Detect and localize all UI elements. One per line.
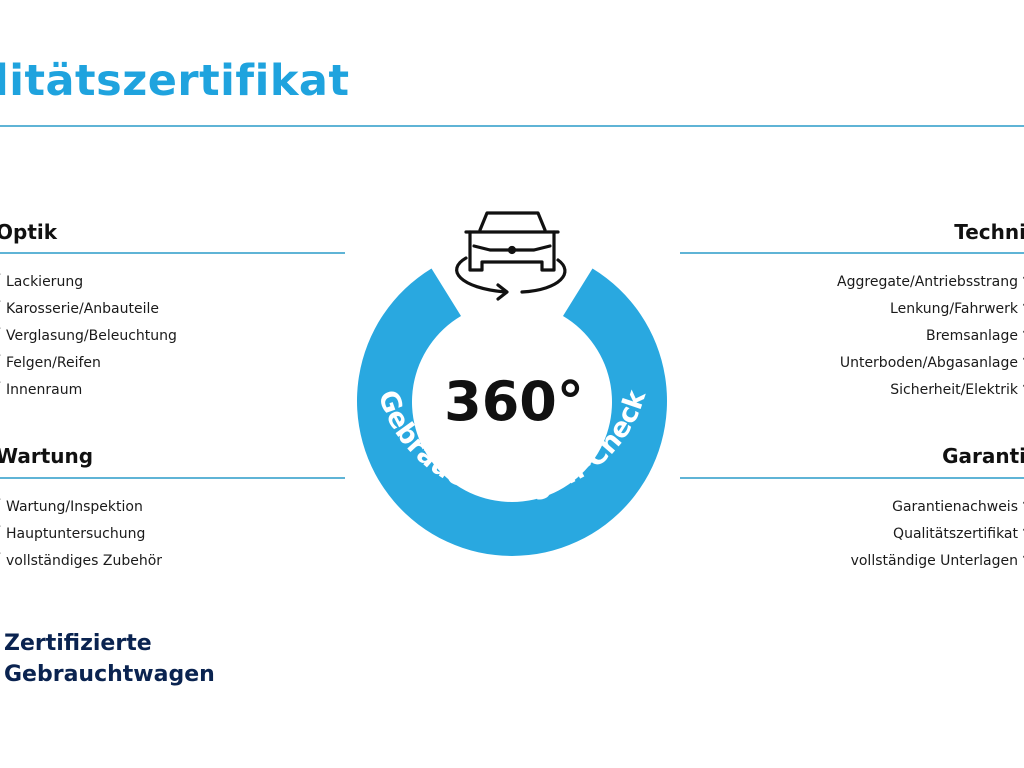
car-rotate-icon	[455, 211, 567, 301]
list-item: Unterboden/Abgasanlage✓	[837, 350, 1024, 377]
list-item: Lenkung/Fahrwerk✓	[837, 296, 1024, 323]
list-item: ✓vollständiges Zubehör	[0, 548, 162, 575]
list-item: ✓Felgen/Reifen	[0, 350, 177, 377]
section-heading-wartung: Wartung	[0, 444, 94, 468]
list-item: ✓Innenraum	[0, 377, 177, 404]
footer-line-1: Zertifizierte	[4, 631, 152, 656]
garantie-list: Garantienachweis✓ Qualitätszertifikat✓ v…	[851, 494, 1024, 575]
badge-ring	[357, 268, 667, 556]
check-icon: ✓	[0, 318, 2, 345]
divider	[680, 477, 1024, 479]
list-item: ✓Karosserie/Anbauteile	[0, 296, 177, 323]
check-icon: ✓	[1022, 345, 1024, 372]
page-title: litätszertifikat	[0, 56, 350, 106]
check-icon: ✓	[0, 372, 2, 399]
check-icon: ✓	[1022, 543, 1024, 570]
divider	[0, 477, 345, 479]
certified-used-cars-label: Zertifizierte Gebrauchtwagen	[4, 628, 215, 690]
list-item: Qualitätszertifikat✓	[851, 521, 1024, 548]
check-icon: ✓	[1022, 318, 1024, 345]
check-icon: ✓	[0, 291, 2, 318]
list-item: ✓Hauptuntersuchung	[0, 521, 162, 548]
divider	[0, 252, 345, 254]
list-item: ✓Verglasung/Beleuchtung	[0, 323, 177, 350]
check-icon: ✓	[0, 543, 2, 570]
check-icon: ✓	[0, 516, 2, 543]
check-icon: ✓	[0, 489, 2, 516]
list-item: ✓Wartung/Inspektion	[0, 494, 162, 521]
section-heading-garantie: Garanti	[942, 444, 1024, 468]
check-icon: ✓	[1022, 489, 1024, 516]
check-icon: ✓	[0, 345, 2, 372]
check-icon: ✓	[1022, 264, 1024, 291]
section-heading-optik: Optik	[0, 220, 58, 244]
list-item: Garantienachweis✓	[851, 494, 1024, 521]
wartung-list: ✓Wartung/Inspektion ✓Hauptuntersuchung ✓…	[0, 494, 162, 575]
check-icon: ✓	[1022, 516, 1024, 543]
badge-degrees: 360°	[444, 370, 584, 433]
technik-list: Aggregate/Antriebsstrang✓ Lenkung/Fahrwe…	[837, 269, 1024, 404]
section-heading-technik: Techni	[954, 220, 1024, 244]
title-divider	[0, 125, 1024, 127]
list-item: Aggregate/Antriebsstrang✓	[837, 269, 1024, 296]
footer-line-2: Gebrauchtwagen	[4, 662, 215, 687]
optik-list: ✓Lackierung ✓Karosserie/Anbauteile ✓Verg…	[0, 269, 177, 404]
divider	[680, 252, 1024, 254]
check-icon: ✓	[1022, 291, 1024, 318]
check-icon: ✓	[0, 264, 2, 291]
check-icon: ✓	[1022, 372, 1024, 399]
list-item: Sicherheit/Elektrik✓	[837, 377, 1024, 404]
list-item: vollständige Unterlagen✓	[851, 548, 1024, 575]
list-item: ✓Lackierung	[0, 269, 177, 296]
list-item: Bremsanlage✓	[837, 323, 1024, 350]
360-check-badge: Gebrauchtwagen-Check 360°	[357, 211, 667, 556]
